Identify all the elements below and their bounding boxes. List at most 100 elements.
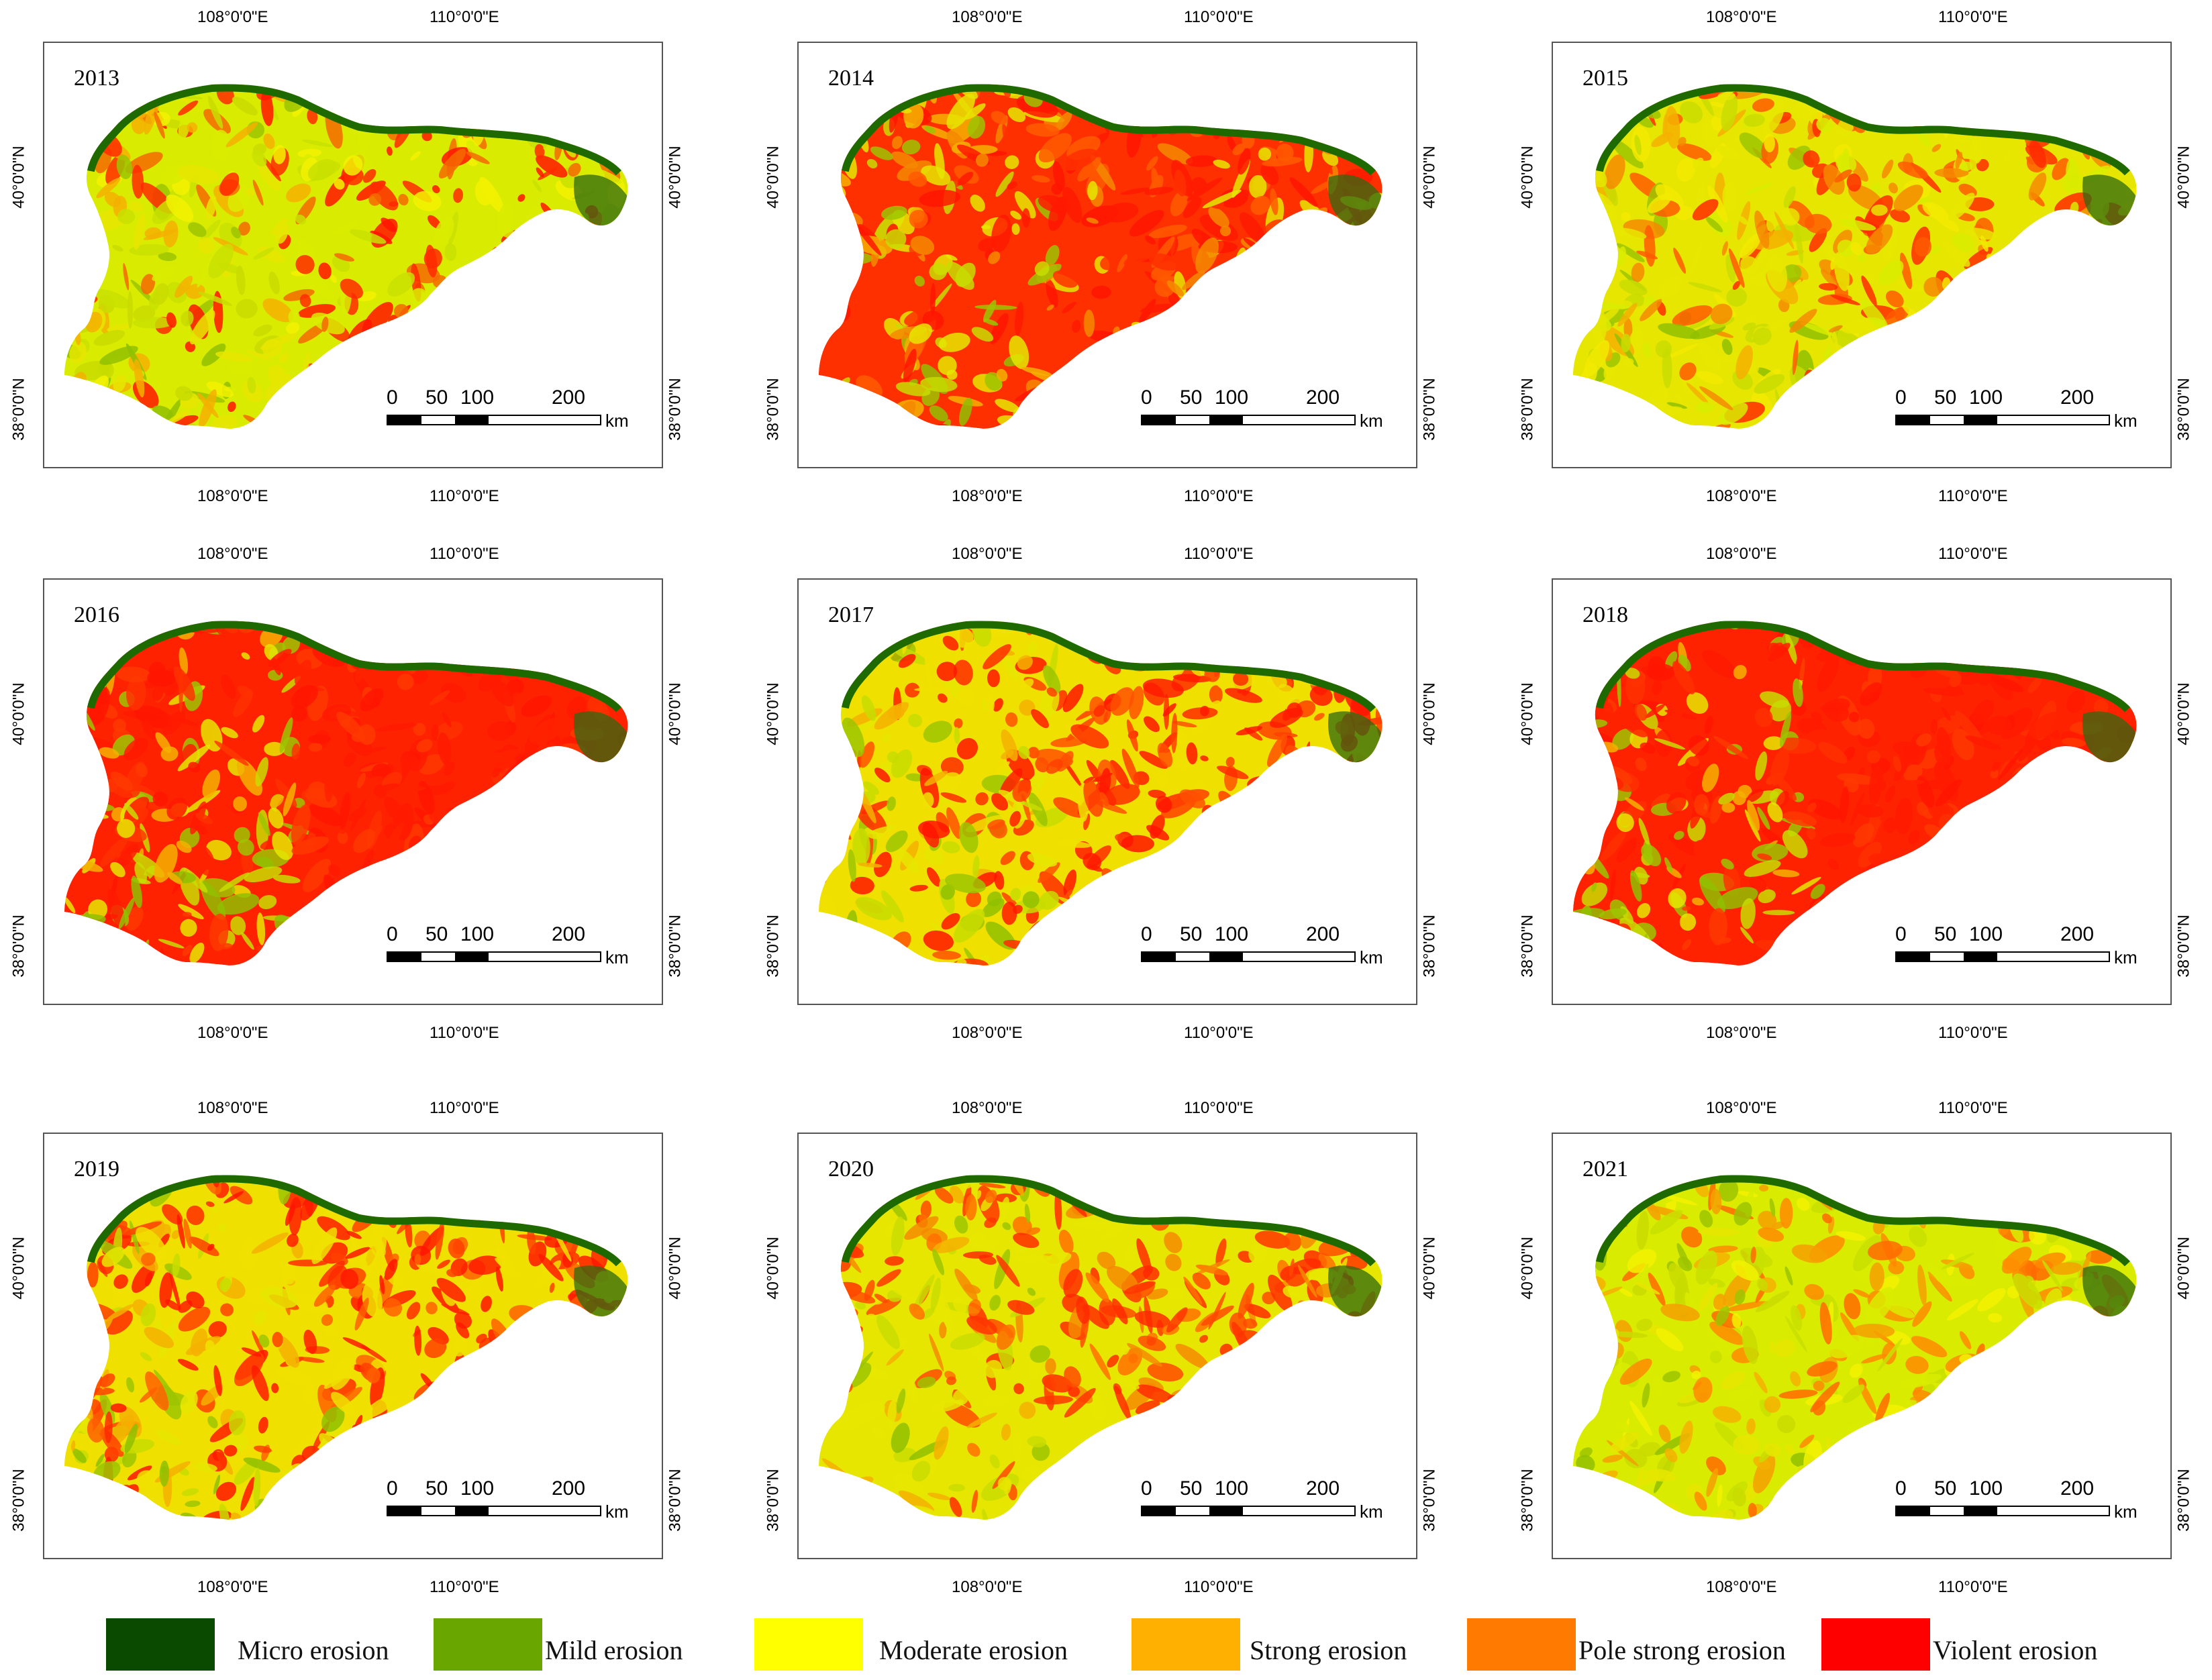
left-lat-label: 40°0'0"N	[9, 682, 28, 745]
scale-bar-graphic	[387, 951, 601, 962]
scale-tick-label: 100	[1969, 923, 2003, 945]
bottom-lon-label: 108°0'0"E	[1706, 1578, 1777, 1596]
scale-unit: km	[1360, 947, 1383, 967]
year-label: 2017	[828, 602, 874, 627]
top-lon-label: 110°0'0"E	[430, 8, 499, 26]
left-lat-label: 38°0'0"N	[764, 914, 783, 978]
scale-unit: km	[2114, 947, 2138, 967]
right-lat-label: 38°0'0"N	[2174, 914, 2193, 978]
left-lat-label: 38°0'0"N	[1518, 1469, 1537, 1532]
right-lat-label: 38°0'0"N	[2174, 378, 2193, 441]
legend-label: Strong erosion	[1250, 1635, 1407, 1665]
legend-label: Pole strong erosion	[1578, 1635, 1786, 1665]
right-lat-label: 38°0'0"N	[1420, 914, 1439, 978]
top-lon-label: 108°0'0"E	[197, 8, 268, 26]
bottom-lon-label: 108°0'0"E	[197, 487, 268, 505]
scale-bar-graphic	[387, 415, 601, 425]
scale-bar-graphic	[1895, 951, 2110, 962]
scale-segment	[1964, 953, 1997, 961]
left-lat-label: 40°0'0"N	[764, 1237, 783, 1300]
bottom-lon-label: 108°0'0"E	[197, 1024, 268, 1042]
scale-segment	[1897, 1507, 1930, 1515]
year-label: 2014	[828, 66, 874, 91]
scale-tick-label: 200	[1306, 386, 1340, 409]
scale-tick-label: 50	[1180, 923, 1203, 945]
scale-segment	[1930, 416, 1964, 424]
scale-tick-label: 200	[552, 923, 586, 945]
scale-segment	[1930, 953, 1964, 961]
map-frame: 2020 0 50 100 200 km	[797, 1133, 1417, 1559]
bottom-lon-label: 110°0'0"E	[1938, 1024, 2008, 1042]
legend-swatch	[1467, 1618, 1576, 1671]
legend-label: Micro erosion	[238, 1635, 389, 1665]
map-panel-2013: 108°0'0"E 110°0'0"E 108°0'0"E 110°0'0"E 40°0…	[0, 0, 754, 557]
left-lat-label: 38°0'0"N	[9, 378, 28, 441]
scale-segment	[1964, 416, 1997, 424]
scale-tick-label: 200	[2060, 923, 2095, 945]
scale-bar-graphic	[1141, 1506, 1356, 1516]
year-label: 2018	[1582, 602, 1628, 627]
bottom-lon-label: 108°0'0"E	[1706, 1024, 1777, 1042]
scale-segment	[1176, 416, 1209, 424]
right-lat-label: 40°0'0"N	[666, 146, 685, 209]
right-lat-label: 40°0'0"N	[666, 1237, 685, 1300]
bottom-lon-label: 108°0'0"E	[197, 1578, 268, 1596]
scale-segment	[388, 953, 421, 961]
scale-segment	[388, 416, 421, 424]
left-lat-label: 40°0'0"N	[764, 146, 783, 209]
scale-tick-label: 100	[1215, 923, 1249, 945]
top-lon-label: 110°0'0"E	[1184, 1099, 1254, 1117]
map-panel-2014: 108°0'0"E 110°0'0"E 108°0'0"E 110°0'0"E 40°0…	[754, 0, 1509, 557]
legend: Micro erosion Mild erosion Moderate erosio…	[0, 1610, 2212, 1680]
bottom-lon-label: 110°0'0"E	[1938, 1578, 2008, 1596]
top-lon-label: 110°0'0"E	[1184, 545, 1254, 563]
scale-unit: km	[605, 1502, 629, 1522]
scale-tick-label: 100	[460, 386, 495, 409]
map-panel-2016: 108°0'0"E 110°0'0"E 108°0'0"E 110°0'0"E 40°0…	[0, 537, 754, 1094]
year-label: 2013	[74, 66, 119, 91]
top-lon-label: 108°0'0"E	[1706, 8, 1777, 26]
right-lat-label: 40°0'0"N	[2174, 146, 2193, 209]
scale-tick-label: 100	[1215, 386, 1249, 409]
right-lat-label: 38°0'0"N	[666, 914, 685, 978]
map-frame: 2019 0 50 100 200 km	[43, 1133, 663, 1559]
scale-tick-label: 0	[387, 923, 398, 945]
scale-segment	[1142, 1507, 1176, 1515]
map-panel-2015: 108°0'0"E 110°0'0"E 108°0'0"E 110°0'0"E 40°0…	[1509, 0, 2212, 557]
legend-swatch	[754, 1618, 863, 1671]
left-lat-label: 38°0'0"N	[764, 378, 783, 441]
erosion-region	[64, 84, 628, 429]
scale-unit: km	[2114, 1502, 2138, 1522]
scale-segment	[1997, 953, 2109, 961]
map-panel-2020: 108°0'0"E 110°0'0"E 108°0'0"E 110°0'0"E 40°0…	[754, 1091, 1509, 1648]
scale-segment	[1897, 416, 1930, 424]
scale-bar: 0 50 100 200 km	[1895, 923, 2164, 984]
scale-bar: 0 50 100 200 km	[1141, 923, 1409, 984]
top-lon-label: 108°0'0"E	[1706, 545, 1777, 563]
scale-unit: km	[605, 947, 629, 967]
scale-unit: km	[1360, 411, 1383, 431]
scale-segment	[455, 1507, 489, 1515]
right-lat-label: 38°0'0"N	[1420, 1469, 1439, 1532]
scale-tick-label: 50	[1180, 1477, 1203, 1500]
scale-tick-label: 50	[425, 386, 448, 409]
map-frame: 2021 0 50 100 200 km	[1552, 1133, 2172, 1559]
scale-tick-label: 100	[1969, 386, 2003, 409]
scale-tick-label: 200	[2060, 1477, 2095, 1500]
scale-bar-graphic	[1895, 415, 2110, 425]
erosion-region	[1573, 84, 2137, 429]
scale-segment	[421, 953, 455, 961]
left-lat-label: 38°0'0"N	[1518, 914, 1537, 978]
scale-bar-graphic	[387, 1506, 601, 1516]
scale-segment	[489, 416, 600, 424]
scale-segment	[388, 1507, 421, 1515]
bottom-lon-label: 108°0'0"E	[952, 1578, 1023, 1596]
top-lon-label: 108°0'0"E	[952, 8, 1023, 26]
scale-tick-label: 200	[1306, 1477, 1340, 1500]
top-lon-label: 110°0'0"E	[1938, 1099, 2008, 1117]
scale-segment	[1209, 416, 1243, 424]
left-lat-label: 38°0'0"N	[764, 1469, 783, 1532]
scale-bar: 0 50 100 200 km	[387, 1477, 655, 1538]
left-lat-label: 40°0'0"N	[1518, 1237, 1537, 1300]
